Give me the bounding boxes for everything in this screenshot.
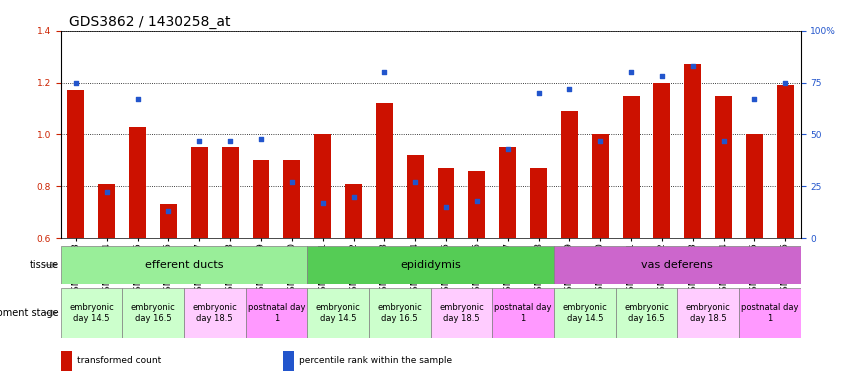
Bar [777, 85, 794, 238]
Point [594, 137, 607, 144]
Point [316, 200, 330, 206]
Bar [130, 127, 146, 238]
Point [100, 189, 114, 195]
Bar [746, 134, 763, 238]
Bar [492, 288, 554, 338]
Bar [283, 351, 294, 371]
Bar [468, 170, 485, 238]
Bar [222, 147, 239, 238]
Point [686, 63, 700, 69]
Bar [437, 168, 454, 238]
Text: embryonic
day 14.5: embryonic day 14.5 [563, 303, 607, 323]
Bar [561, 111, 578, 238]
Point [563, 86, 576, 92]
Bar [191, 147, 208, 238]
Text: development stage: development stage [0, 308, 59, 318]
Point [439, 204, 452, 210]
Point [254, 136, 267, 142]
Text: vas deferens: vas deferens [642, 260, 713, 270]
Point [624, 69, 637, 75]
Point [655, 73, 669, 79]
Text: GDS3862 / 1430258_at: GDS3862 / 1430258_at [69, 15, 230, 29]
Point [779, 79, 792, 86]
Bar [685, 65, 701, 238]
Bar [307, 246, 554, 284]
Text: embryonic
day 18.5: embryonic day 18.5 [685, 303, 731, 323]
Bar [677, 288, 739, 338]
Point [69, 79, 82, 86]
Bar [246, 288, 307, 338]
Bar [315, 134, 331, 238]
Point [161, 208, 175, 214]
Point [748, 96, 761, 102]
Point [285, 179, 299, 185]
Text: epididymis: epididymis [400, 260, 461, 270]
Text: postnatal day
1: postnatal day 1 [247, 303, 305, 323]
Text: postnatal day
1: postnatal day 1 [495, 303, 552, 323]
Bar [283, 161, 300, 238]
Bar [376, 103, 393, 238]
Bar [252, 161, 269, 238]
Bar [739, 288, 801, 338]
Bar [554, 246, 801, 284]
Point [501, 146, 515, 152]
Bar [616, 288, 677, 338]
Text: embryonic
day 18.5: embryonic day 18.5 [193, 303, 237, 323]
Bar [431, 288, 492, 338]
Bar [122, 288, 184, 338]
Text: embryonic
day 14.5: embryonic day 14.5 [315, 303, 361, 323]
Text: percentile rank within the sample: percentile rank within the sample [299, 356, 452, 366]
Bar [61, 351, 71, 371]
Bar [61, 246, 307, 284]
Point [346, 194, 360, 200]
Bar [345, 184, 362, 238]
Bar [592, 134, 609, 238]
Bar [530, 168, 547, 238]
Text: tissue: tissue [29, 260, 59, 270]
Point [193, 137, 206, 144]
Bar [61, 288, 122, 338]
Text: embryonic
day 16.5: embryonic day 16.5 [130, 303, 176, 323]
Bar [98, 184, 115, 238]
Bar [500, 147, 516, 238]
Bar [554, 288, 616, 338]
Bar [653, 83, 670, 238]
Bar [407, 155, 424, 238]
Text: embryonic
day 14.5: embryonic day 14.5 [69, 303, 114, 323]
Point [717, 137, 730, 144]
Text: embryonic
day 16.5: embryonic day 16.5 [624, 303, 669, 323]
Bar [160, 204, 177, 238]
Point [224, 137, 237, 144]
Bar [369, 288, 431, 338]
Text: transformed count: transformed count [77, 356, 161, 366]
Point [378, 69, 391, 75]
Bar [622, 96, 639, 238]
Text: embryonic
day 16.5: embryonic day 16.5 [378, 303, 422, 323]
Point [532, 90, 545, 96]
Text: postnatal day
1: postnatal day 1 [741, 303, 799, 323]
Point [131, 96, 145, 102]
Bar [67, 90, 84, 238]
Bar [184, 288, 246, 338]
Text: embryonic
day 18.5: embryonic day 18.5 [439, 303, 484, 323]
Bar [715, 96, 732, 238]
Point [470, 198, 484, 204]
Text: efferent ducts: efferent ducts [145, 260, 223, 270]
Point [409, 179, 422, 185]
Bar [307, 288, 369, 338]
